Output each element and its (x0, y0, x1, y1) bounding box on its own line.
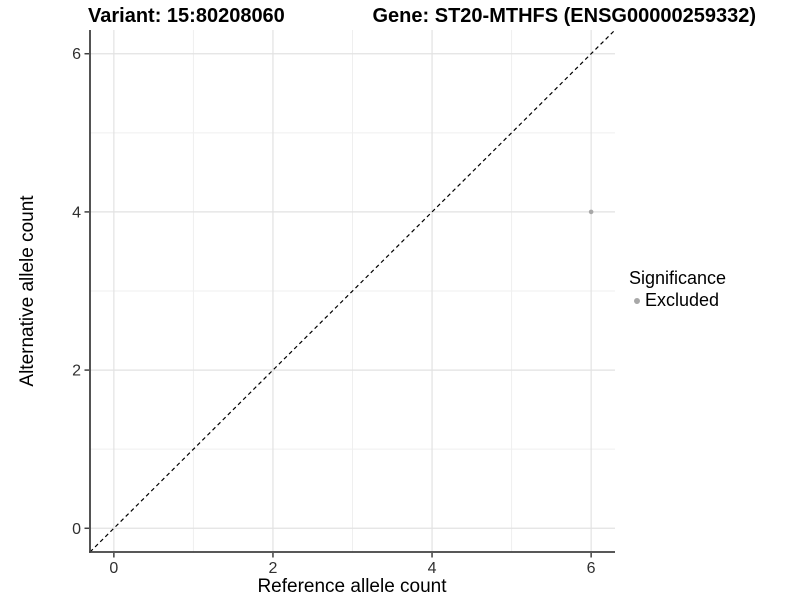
plot-title-variant: Variant: 15:80208060 (88, 5, 285, 27)
x-tick-label: 4 (428, 560, 437, 577)
legend-title: Significance (629, 268, 727, 288)
x-tick-label: 6 (587, 560, 596, 577)
legend-marker-circle-icon (634, 297, 640, 304)
plot-title-gene: Gene: ST20-MTHFS (ENSG00000259332) (372, 5, 757, 27)
y-tick-label: 6 (72, 46, 81, 63)
legend-item-label: Excluded (645, 290, 720, 310)
y-tick-label: 0 (72, 521, 81, 538)
x-axis-label: Reference allele count (257, 576, 447, 597)
legend-item-excluded: Excluded (629, 290, 726, 311)
y-axis-label: Alternative allele count (17, 195, 38, 387)
x-tick-label: 0 (109, 560, 118, 577)
x-tick-label: 2 (269, 560, 278, 577)
identity-reference-line (89, 29, 616, 553)
y-tick-label: 2 (72, 363, 81, 380)
data-point (588, 209, 594, 215)
y-tick-label: 4 (72, 204, 81, 221)
legend: Significance Excluded (629, 267, 726, 311)
